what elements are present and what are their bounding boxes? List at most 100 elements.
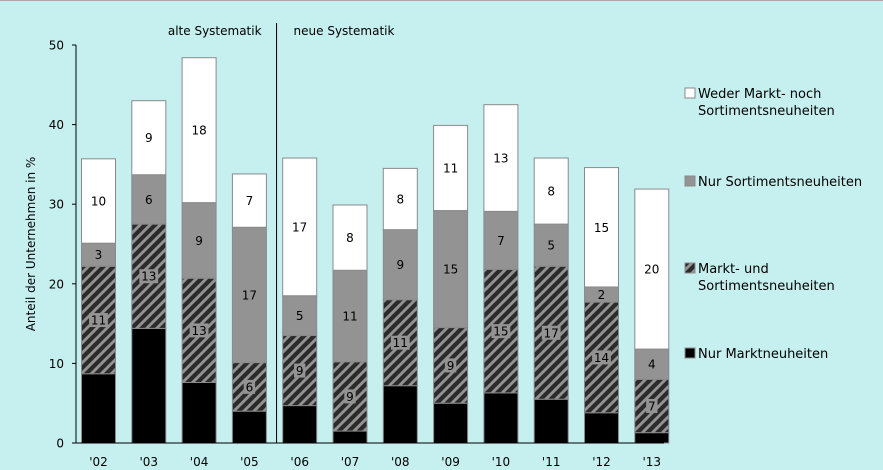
data-label: 17: [242, 288, 257, 302]
legend-swatch: [684, 347, 696, 359]
legend-label: Sortimentsneuheiten: [698, 104, 835, 119]
x-tick-label: '03: [140, 455, 159, 469]
data-label: 4: [598, 421, 606, 435]
legend-label: Nur Sortimentsneuheiten: [698, 175, 862, 190]
bar-segment: [231, 173, 267, 228]
data-label: 9: [145, 131, 153, 145]
x-tick-label: '11: [542, 455, 561, 469]
bar-segment: [131, 100, 167, 176]
x-tick-label: '04: [190, 455, 209, 469]
data-label: 8: [346, 231, 354, 245]
data-label: 4: [246, 421, 254, 435]
data-label: 20: [644, 263, 659, 277]
data-label-bg: [344, 389, 356, 404]
x-tick-label: '12: [592, 455, 611, 469]
data-label: 7: [497, 234, 505, 248]
bar-segment: [483, 392, 519, 444]
data-label: 9: [95, 402, 103, 416]
legend-swatch: [684, 175, 696, 187]
data-label: 2: [346, 431, 354, 445]
bar-segment: [433, 210, 469, 329]
labels-layer: 9113101413698139184617759517291187119859…: [89, 124, 659, 445]
bar-segment: [332, 269, 368, 363]
annotation-alte-systematik: alte Systematik: [168, 24, 262, 38]
axis-layer: 0 10 20 30 40 50 '02 '03 '04 '05 '06 '07 '08 '09 '10 '1…: [24, 23, 664, 469]
data-label: 7: [246, 194, 254, 208]
bar-segment: [181, 382, 217, 444]
bar-segment: [282, 157, 318, 297]
data-label: 9: [396, 258, 404, 272]
y-tick-label: 40: [49, 118, 64, 132]
data-label: 18: [191, 124, 206, 138]
data-label: 11: [91, 314, 106, 328]
x-tick-label: '13: [643, 455, 662, 469]
data-label: 9: [296, 364, 304, 378]
bar-segment: [533, 223, 569, 267]
legend-swatch: [684, 262, 696, 274]
data-label: 13: [493, 152, 508, 166]
data-label-bg: [294, 363, 306, 378]
data-label: 9: [447, 359, 455, 373]
y-tick-label: 0: [56, 437, 64, 451]
x-tick-label: '07: [341, 455, 360, 469]
bar-segment: [584, 167, 619, 288]
data-label-bg: [646, 398, 658, 413]
legend-label: Weder Markt- noch: [698, 87, 821, 102]
data-label: 11: [393, 336, 408, 350]
data-label: 9: [195, 234, 203, 248]
x-tick-label: '02: [89, 455, 108, 469]
data-label-bg: [491, 324, 511, 339]
bar-segment: [382, 385, 418, 444]
data-label: 17: [544, 326, 559, 340]
legend-label: Nur Marktneuheiten: [698, 347, 828, 362]
bar-segment: [282, 295, 318, 337]
data-label: 14: [594, 351, 609, 365]
y-tick-label: 10: [49, 357, 64, 371]
data-label: 6: [246, 380, 254, 394]
bar-segment: [533, 157, 569, 225]
data-label: 5: [296, 418, 304, 432]
y-axis-title: Anteil der Unternehmen in %: [24, 157, 38, 332]
y-tick-label: 50: [49, 39, 64, 53]
data-label: 1: [648, 431, 656, 445]
data-label: 4: [648, 358, 656, 372]
data-label: 2: [598, 288, 606, 302]
data-label: 8: [396, 193, 404, 207]
data-label: 14: [141, 379, 156, 393]
data-label-bg: [541, 325, 561, 340]
bars-layer: [81, 57, 670, 444]
x-tick-label: '09: [441, 455, 460, 469]
data-label-bg: [444, 358, 457, 373]
data-label: 15: [443, 263, 458, 277]
data-label: 5: [447, 417, 455, 431]
x-tick-label: '08: [391, 455, 410, 469]
data-label: 5: [296, 309, 304, 323]
bar-segment: [483, 210, 519, 270]
data-label: 11: [443, 161, 458, 175]
bar-segment: [382, 167, 418, 231]
y-tick-label: 20: [49, 277, 64, 291]
data-label: 13: [191, 324, 206, 338]
data-label-bg: [390, 335, 410, 350]
data-label: 5: [547, 239, 555, 253]
bar-segment: [131, 327, 167, 444]
bar-segment: [634, 348, 670, 380]
data-label: 8: [195, 406, 203, 420]
data-label: 6: [145, 193, 153, 207]
data-label-bg: [89, 313, 108, 328]
bar-segment: [533, 398, 569, 444]
data-label: 10: [91, 195, 106, 209]
bar-segment: [181, 57, 217, 204]
data-label: 6: [497, 411, 505, 425]
legend-swatch: [684, 87, 696, 99]
data-label-bg: [243, 379, 256, 394]
data-label: 17: [292, 220, 307, 234]
data-label: 3: [95, 248, 103, 262]
annotation-neue-systematik: neue Systematik: [294, 24, 395, 38]
x-tick-label: '10: [492, 455, 511, 469]
data-label: 7: [648, 399, 656, 413]
data-label-bg: [139, 269, 159, 284]
bar-segment: [483, 104, 519, 212]
